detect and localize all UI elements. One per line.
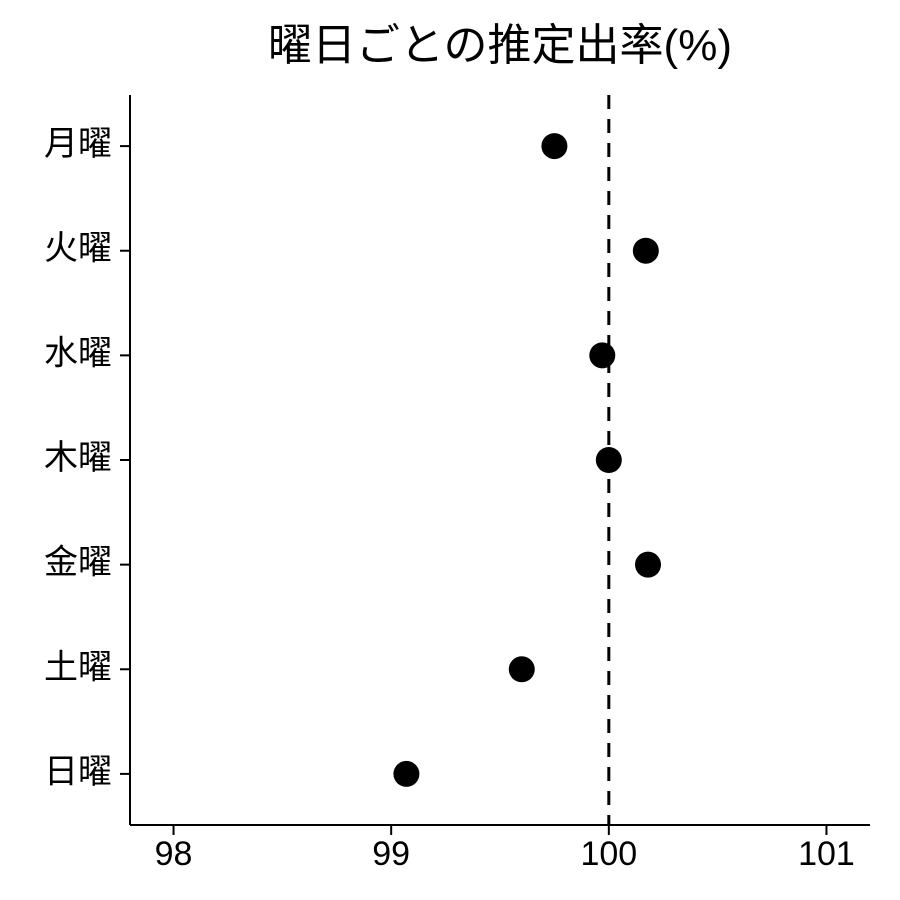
y-tick-label: 日曜 [44, 753, 112, 791]
x-tick-label: 101 [798, 835, 855, 873]
data-point [633, 238, 659, 264]
x-tick-label: 99 [372, 835, 410, 873]
x-tick-label: 98 [155, 835, 193, 873]
data-point [589, 342, 615, 368]
data-point [541, 133, 567, 159]
x-axis: 98 99 100 101 [155, 825, 855, 873]
data-point [509, 656, 535, 682]
y-tick-label: 木曜 [44, 439, 112, 477]
data-point [596, 447, 622, 473]
data-point [393, 761, 419, 787]
y-tick-label: 火曜 [44, 230, 112, 268]
chart-title: 曜日ごとの推定出率(%) [268, 21, 732, 70]
y-tick-label: 水曜 [44, 334, 112, 372]
y-tick-label: 土曜 [44, 648, 112, 686]
y-tick-label: 金曜 [44, 544, 112, 582]
data-points [393, 133, 661, 787]
day-rate-chart: 曜日ごとの推定出率(%) 月曜火曜水曜木曜金曜土曜日曜 98 99 100 101 [0, 0, 900, 900]
y-axis: 月曜火曜水曜木曜金曜土曜日曜 [44, 125, 130, 791]
data-point [635, 552, 661, 578]
y-tick-label: 月曜 [44, 125, 112, 163]
x-tick-label: 100 [580, 835, 637, 873]
axis-frame [130, 95, 870, 825]
